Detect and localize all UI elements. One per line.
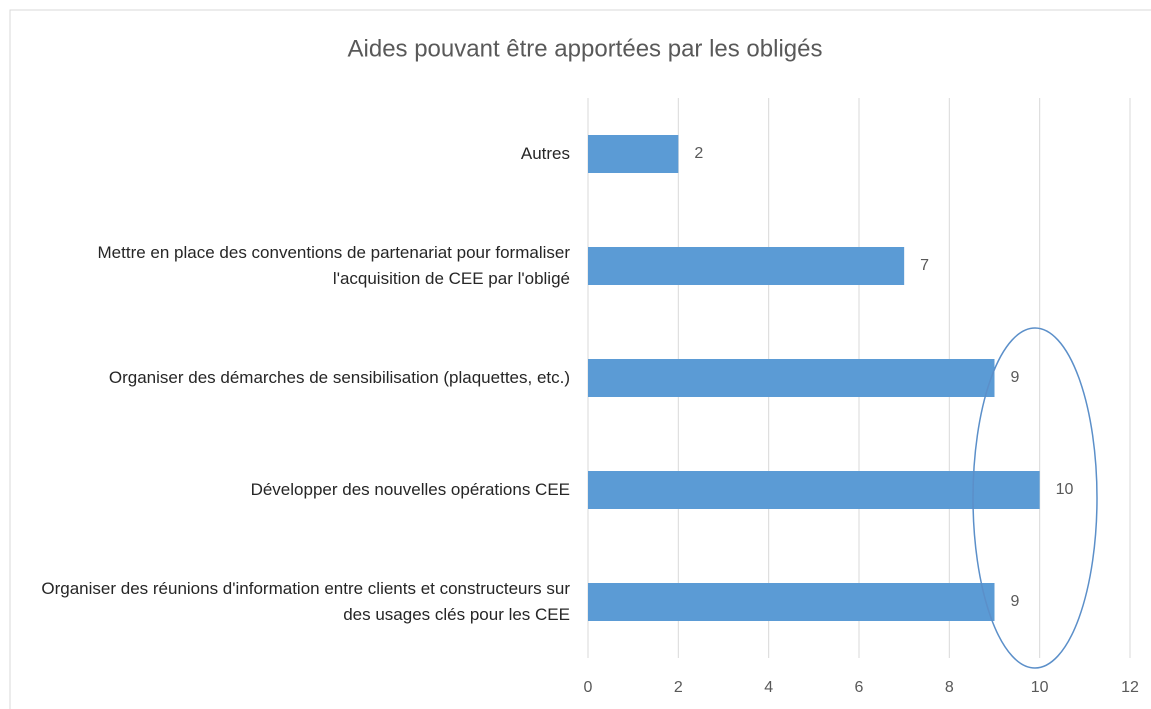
category-label: Organiser des réunions d'information ent… (41, 579, 570, 624)
x-tick-label: 0 (584, 679, 593, 696)
category-label: Mettre en place des conventions de parte… (97, 243, 570, 288)
data-label: 10 (1056, 481, 1074, 498)
bar (588, 247, 905, 285)
data-label: 9 (1011, 593, 1020, 610)
x-tick-label: 8 (945, 679, 954, 696)
data-label: 9 (1011, 369, 1020, 386)
x-tick-label: 6 (855, 679, 864, 696)
bar (588, 471, 1040, 509)
x-tick-label: 12 (1121, 679, 1139, 696)
x-tick-label: 4 (764, 679, 773, 696)
bar (588, 583, 995, 621)
bar (588, 135, 679, 173)
data-label: 7 (920, 257, 929, 274)
category-label: Autres (520, 144, 570, 163)
data-label: 2 (694, 145, 703, 162)
category-label: Organiser des démarches de sensibilisati… (108, 368, 570, 387)
x-tick-label: 10 (1031, 679, 1049, 696)
annotation-ellipse (972, 327, 1098, 669)
category-label: Développer des nouvelles opérations CEE (250, 480, 570, 499)
chart-title: Aides pouvant être apportées par les obl… (348, 35, 823, 62)
x-tick-label: 2 (674, 679, 683, 696)
chart-frame (9, 9, 1151, 709)
bar (588, 359, 995, 397)
